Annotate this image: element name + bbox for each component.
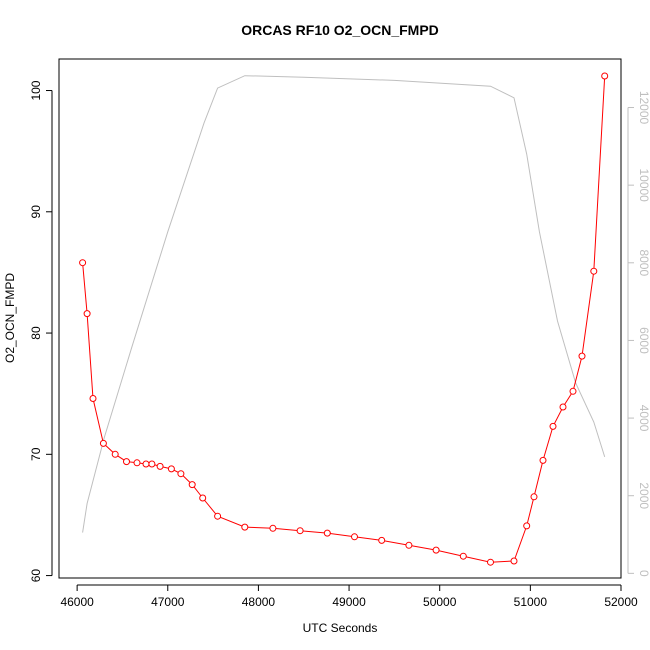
data-point bbox=[539, 456, 547, 464]
right-tick-label: 10000 bbox=[637, 168, 650, 202]
left-y-axis: 60 70 80 90 100 bbox=[29, 80, 53, 583]
series-layer bbox=[79, 72, 609, 566]
data-point bbox=[142, 460, 150, 468]
right-tick-label: 4000 bbox=[637, 405, 650, 432]
data-point bbox=[351, 533, 358, 541]
data-point bbox=[167, 465, 175, 473]
y-axis-label: O2_OCN_FMPD bbox=[3, 273, 17, 363]
data-point bbox=[99, 439, 107, 447]
data-point bbox=[148, 460, 156, 468]
right-tick-label: 2000 bbox=[637, 482, 650, 509]
data-point bbox=[79, 259, 87, 267]
x-tick-label: 49000 bbox=[332, 595, 366, 609]
data-point bbox=[530, 493, 538, 501]
data-point bbox=[199, 494, 207, 502]
x-tick-label: 46000 bbox=[60, 595, 94, 609]
data-point bbox=[590, 267, 598, 275]
data-point bbox=[89, 395, 97, 402]
data-point bbox=[296, 527, 304, 535]
data-point bbox=[378, 536, 386, 544]
data-point bbox=[111, 450, 119, 458]
data-point bbox=[601, 72, 609, 80]
right-tick-label: 0 bbox=[637, 570, 650, 577]
x-tick-label: 50000 bbox=[423, 595, 457, 609]
data-point bbox=[123, 458, 130, 466]
data-point bbox=[133, 459, 141, 467]
x-axis: 46000 47000 48000 49000 50000 51000 52000 bbox=[60, 584, 638, 609]
data-point bbox=[269, 524, 277, 532]
data-point bbox=[578, 352, 586, 360]
data-point bbox=[177, 470, 185, 478]
data-point bbox=[569, 387, 577, 395]
data-point bbox=[432, 546, 440, 554]
right-axis-series-line bbox=[82, 75, 606, 533]
left-tick-label: 70 bbox=[29, 447, 43, 461]
chart-title: ORCAS RF10 O2_OCN_FMPD bbox=[241, 22, 439, 38]
data-point bbox=[83, 310, 91, 318]
data-point bbox=[241, 523, 249, 531]
data-point bbox=[323, 529, 331, 537]
data-point bbox=[487, 558, 494, 566]
data-point bbox=[188, 481, 196, 489]
left-tick-label: 90 bbox=[29, 205, 43, 219]
series-line bbox=[82, 75, 606, 563]
x-axis-label: UTC Seconds bbox=[303, 621, 378, 635]
data-point bbox=[559, 403, 567, 411]
left-tick-label: 60 bbox=[29, 569, 43, 583]
right-tick-label: 6000 bbox=[637, 327, 650, 354]
left-tick-label: 100 bbox=[29, 80, 43, 100]
x-tick-label: 48000 bbox=[242, 595, 276, 609]
data-point bbox=[510, 557, 518, 565]
data-point bbox=[523, 522, 531, 530]
data-point bbox=[156, 462, 164, 470]
right-tick-label: 8000 bbox=[637, 249, 650, 276]
left-tick-label: 80 bbox=[29, 326, 43, 340]
x-tick-label: 51000 bbox=[514, 595, 548, 609]
plot-frame bbox=[58, 58, 622, 579]
right-tick-label: 12000 bbox=[637, 91, 650, 125]
right-y-axis: 0 2000 4000 6000 8000 10000 12000 bbox=[627, 91, 650, 577]
data-point bbox=[549, 422, 557, 430]
x-tick-label: 47000 bbox=[151, 595, 185, 609]
x-tick-label: 52000 bbox=[604, 595, 638, 609]
data-point bbox=[459, 552, 467, 560]
data-point bbox=[214, 512, 222, 520]
data-point bbox=[405, 541, 413, 549]
